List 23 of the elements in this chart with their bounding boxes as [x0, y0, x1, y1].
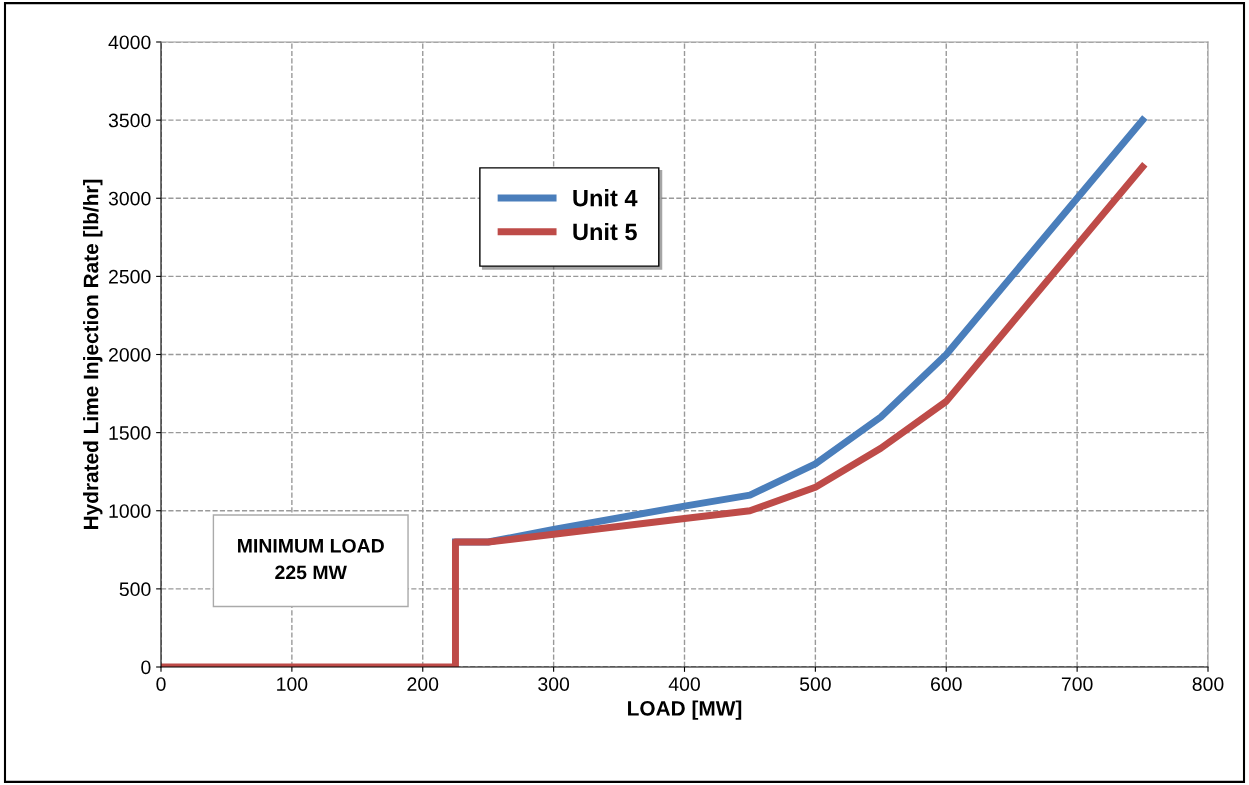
y-tick-label: 0 — [141, 660, 151, 675]
annotation: MINIMUM LOAD 225 MW — [238, 538, 384, 580]
x-tick-label: 500 — [799, 677, 831, 691]
x-tick-label: 400 — [668, 677, 700, 691]
y-tick-label: 1000 — [109, 504, 151, 518]
y-tick-label: 4000 — [108, 35, 151, 50]
x-tick-label: 700 — [1061, 677, 1093, 691]
legend-label: Unit 5 — [573, 222, 637, 241]
x-tick-label: 600 — [931, 677, 962, 691]
y-tick-label: 3500 — [108, 113, 151, 128]
y-tick-label: 1500 — [109, 426, 151, 440]
legend-label: Unit 4 — [573, 189, 638, 207]
y-axis-title: Hydrated Lime Injection Rate [lb/hr] — [83, 179, 103, 530]
x-axis-title: LOAD [MW] — [628, 700, 742, 720]
x-tick-label: 100 — [277, 677, 308, 691]
x-tick-label: 200 — [407, 677, 439, 691]
x-tick-label: 0 — [156, 677, 166, 691]
y-tick-label: 2500 — [109, 269, 151, 284]
y-tick-label: 500 — [119, 582, 151, 597]
y-tick-label: 2000 — [109, 347, 151, 362]
x-tick-label: 300 — [538, 677, 570, 691]
y-tick-label: 3000 — [108, 191, 151, 206]
x-tick-label: 800 — [1192, 677, 1224, 691]
